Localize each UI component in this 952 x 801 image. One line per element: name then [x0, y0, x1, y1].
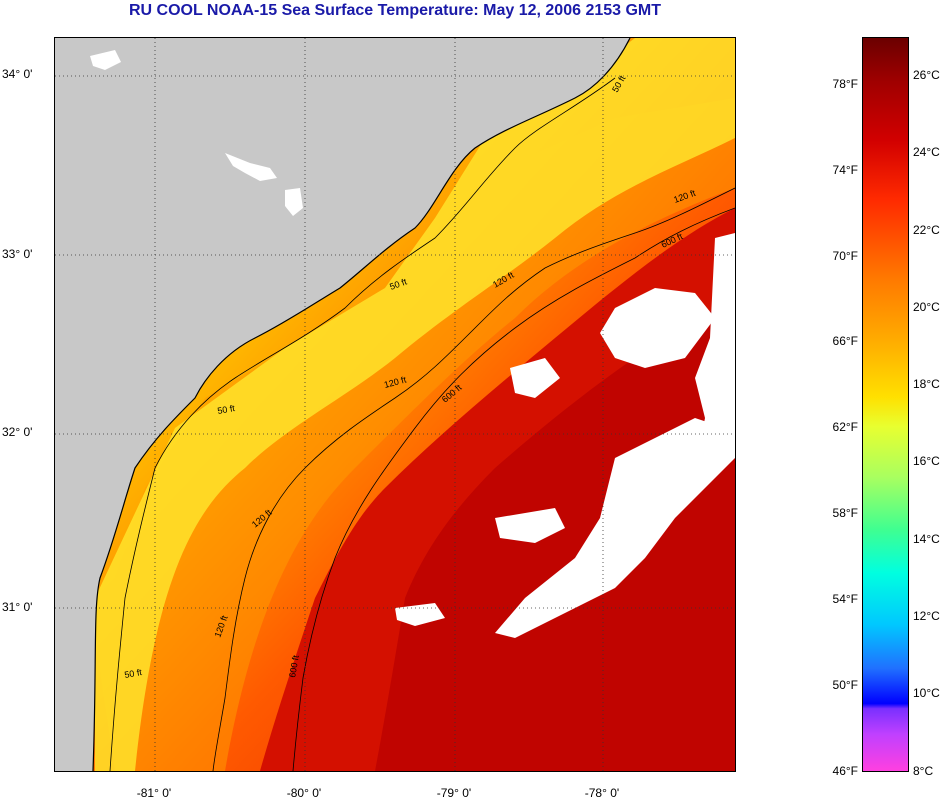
colorbar-f-label: 74°F: [832, 163, 858, 177]
colorbar-c-label: 20°C: [913, 300, 940, 314]
colorbar-c-label: 12°C: [913, 609, 940, 623]
lon-label-81: -81° 0': [136, 786, 172, 800]
cloud-patch: [600, 288, 715, 368]
inland-lake: [225, 153, 277, 181]
lat-label-32: 32° 0': [2, 425, 33, 439]
cloud-patch: [495, 418, 725, 638]
nearshore-shelf: [95, 38, 735, 771]
colorbar-f-label: 62°F: [832, 420, 858, 434]
colorbar-f-label: 78°F: [832, 77, 858, 91]
colorbar-c-label: 16°C: [913, 454, 940, 468]
gulf-stream-core: [375, 298, 735, 771]
contour-label: 600 ft: [287, 654, 301, 678]
lon-label-79: -79° 0': [436, 786, 472, 800]
color-scale-bar: [862, 37, 909, 772]
contour-label: 50 ft: [124, 667, 143, 680]
lat-label-33: 33° 0': [2, 247, 33, 261]
contour-label: 50 ft: [217, 403, 236, 416]
colorbar-f-label: 58°F: [832, 506, 858, 520]
contour-120ft: [212, 187, 735, 771]
colorbar-f-label: 46°F: [832, 764, 858, 778]
coastline: [92, 38, 631, 771]
colorbar-c-label: 8°C: [913, 764, 934, 778]
colorbar-c-label: 10°C: [913, 686, 940, 700]
colorbar-c-label: 18°C: [913, 377, 940, 391]
lat-label-34: 34° 0': [2, 67, 33, 81]
lon-label-78: -78° 0': [584, 786, 620, 800]
colorbar-f-label: 50°F: [832, 678, 858, 692]
contour-50ft: [109, 77, 616, 771]
contour-600ft: [292, 207, 735, 771]
cloud-patch: [510, 358, 560, 398]
cloud-patch: [495, 508, 565, 543]
colorbar-f-label: 54°F: [832, 592, 858, 606]
inland-lake: [285, 188, 303, 216]
colorbar-c-label: 24°C: [913, 145, 940, 159]
colorbar-c-label: 14°C: [913, 532, 940, 546]
mid-shelf-region: [95, 98, 735, 771]
lon-label-80: -80° 0': [286, 786, 322, 800]
map-title: RU COOL NOAA-15 Sea Surface Temperature:…: [128, 2, 662, 19]
inland-lake: [90, 50, 121, 70]
cloud-patch: [695, 233, 735, 478]
colorbar-f-label: 70°F: [832, 249, 858, 263]
land-mass: [55, 38, 630, 771]
colorbar-c-label: 22°C: [913, 223, 940, 237]
graticule: [55, 38, 735, 771]
colorbar-c-label: 26°C: [913, 68, 940, 82]
colorbar-f-label: 66°F: [832, 334, 858, 348]
cloud-patch: [395, 603, 445, 626]
lat-label-31: 31° 0': [2, 600, 33, 614]
sst-map: 50 ft 50 ft 50 ft 50 ft 120 ft 120 ft 12…: [54, 37, 736, 772]
